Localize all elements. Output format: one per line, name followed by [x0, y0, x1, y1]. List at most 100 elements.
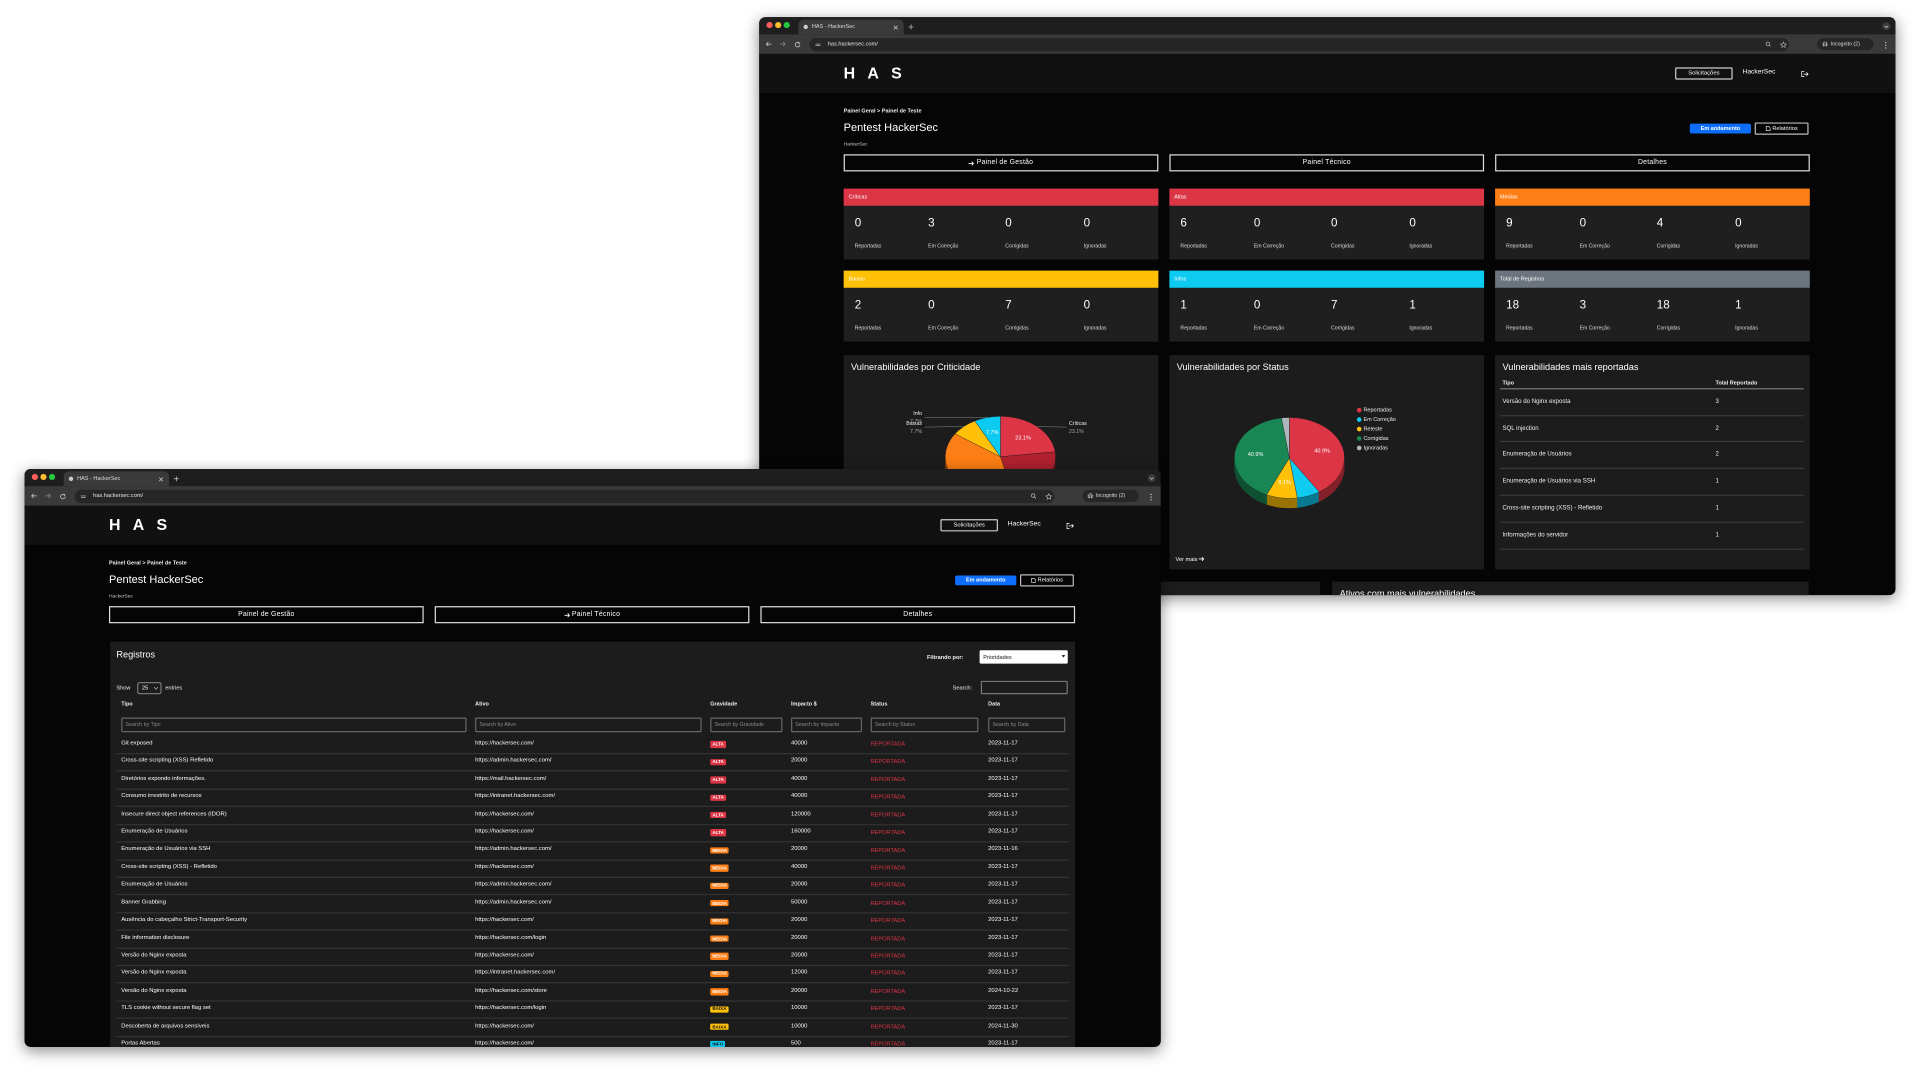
window-control[interactable]: [775, 22, 782, 29]
section-tab[interactable]: Detalhes: [760, 606, 1076, 624]
table-cell: 1: [1715, 504, 1719, 512]
card-stat-label: Ignoradas: [1409, 324, 1433, 331]
column-header[interactable]: Data: [988, 700, 1001, 707]
column-search[interactable]: Search by Status: [870, 717, 979, 732]
card-stat-value: 0: [1083, 216, 1091, 230]
section-tab[interactable]: Painel Técnico: [434, 606, 750, 624]
slice-label: 9.1%: [1278, 480, 1291, 486]
severity-badge-label: ALTA: [712, 759, 724, 765]
browser-tab[interactable]: [63, 471, 169, 487]
forward-button[interactable]: [45, 493, 51, 499]
length-select[interactable]: 25: [137, 682, 162, 694]
back-button[interactable]: [31, 493, 37, 499]
card-stat-label: Reportadas: [854, 242, 882, 249]
severity-badge-label: ALTA: [712, 830, 724, 836]
cell-data: 2024-10-22: [988, 987, 1019, 994]
section-tab[interactable]: Painel de Gestão: [843, 154, 1159, 172]
incognito-pill[interactable]: [1817, 37, 1874, 51]
column-header[interactable]: Gravidade: [710, 700, 738, 707]
browser-menu[interactable]: [1150, 493, 1152, 500]
nav-user[interactable]: HackerSec: [1742, 69, 1776, 77]
filter-select[interactable]: Prioridades: [979, 650, 1068, 664]
legend-label: Ignoradas: [1363, 445, 1388, 451]
cell-tipo: Versão do Nginx exposta: [121, 952, 187, 959]
forward-button[interactable]: [780, 41, 786, 47]
reload-button[interactable]: [60, 493, 66, 499]
severity-badge-label: BAIXA: [712, 1006, 727, 1012]
logout-icon[interactable]: [1066, 522, 1074, 529]
window-control[interactable]: [40, 473, 47, 481]
column-search[interactable]: Search by Ativo: [475, 717, 702, 732]
browser-menu[interactable]: [1884, 41, 1887, 49]
card-stat-label: Corrigidas: [1331, 324, 1355, 331]
bookmark-star[interactable]: [1045, 492, 1053, 500]
reports-button[interactable]: Relatórios: [1020, 574, 1074, 586]
tab-close[interactable]: [158, 476, 164, 481]
severity-badge: INFO: [710, 1041, 726, 1047]
window-control[interactable]: [31, 473, 38, 481]
browser-tab[interactable]: [798, 19, 904, 35]
bookmark-star[interactable]: [1780, 41, 1787, 48]
logout-icon[interactable]: [1801, 70, 1809, 77]
table-cell: Informações do servidor: [1502, 531, 1569, 539]
site-info-part: [815, 43, 821, 46]
section-tab[interactable]: Painel Técnico: [1169, 154, 1485, 172]
cell-data: 2023-11-17: [988, 881, 1018, 889]
back-button[interactable]: [765, 41, 772, 47]
nav-button[interactable]: Solicitações: [1675, 67, 1733, 80]
tab-close[interactable]: [893, 24, 898, 30]
browser-window-dashboard: HAS - HackerSec has.hackersec.com/Incogni…: [759, 17, 1896, 596]
column-search[interactable]: Search by Gravidade: [710, 717, 783, 732]
cell-impacto: 40000: [791, 864, 808, 871]
column-search[interactable]: Search by Impacto: [791, 717, 863, 732]
incognito-pill[interactable]: [1082, 489, 1139, 503]
address-bar[interactable]: [809, 37, 1789, 51]
cell-data: 2023-11-17: [988, 775, 1018, 783]
column-search[interactable]: Search by Tipo: [121, 717, 467, 732]
cell-ativo: https://hackersec.com/: [475, 917, 534, 924]
table-title: Vulnerabilidades mais reportadas: [1502, 361, 1639, 373]
card-stat-value: 1: [1180, 298, 1187, 313]
card-stat-value: 0: [1331, 216, 1338, 230]
reload-button[interactable]: [794, 41, 801, 47]
window-control[interactable]: [766, 22, 773, 29]
column-header[interactable]: Tipo: [121, 700, 133, 707]
cell-tipo: Cross-site scripting (XSS) - Refletido: [121, 864, 217, 871]
severity-badge: ALTA: [710, 741, 726, 748]
reports-button[interactable]: Relatórios: [1754, 122, 1809, 135]
column-header[interactable]: Ativo: [475, 700, 489, 707]
incognito-icon-part: [1822, 44, 1825, 47]
window-control[interactable]: [783, 22, 790, 29]
section-tab[interactable]: Painel de Gestão: [108, 606, 424, 624]
select-caret-part: [1061, 655, 1066, 658]
card-header: [843, 270, 1159, 288]
breadcrumb[interactable]: Painel Geral > Painel de Teste: [108, 559, 187, 566]
zoom-icon[interactable]: [1031, 493, 1037, 499]
nav-button[interactable]: Solicitações: [940, 519, 998, 532]
browser-menu-part: [1885, 46, 1887, 49]
new-tab[interactable]: [908, 24, 914, 30]
cell-status: REPORTADA: [870, 935, 906, 942]
favicon-part: [68, 475, 74, 481]
new-tab[interactable]: [173, 476, 179, 482]
address-bar[interactable]: [74, 489, 1055, 503]
section-tab[interactable]: Detalhes: [1495, 154, 1810, 172]
status-badge: Em andamento: [955, 574, 1017, 586]
column-header[interactable]: Status: [870, 700, 888, 707]
column-header[interactable]: Impacto $: [791, 700, 817, 707]
tab-search[interactable]: [1882, 21, 1891, 30]
breadcrumb[interactable]: Painel Geral > Painel de Teste: [843, 107, 922, 114]
cell-status: REPORTADA: [870, 882, 906, 889]
search-input[interactable]: [980, 680, 1068, 694]
table-cell: 1: [1715, 477, 1719, 486]
tab-search[interactable]: [1147, 473, 1156, 482]
window-control[interactable]: [48, 473, 56, 481]
cell-tipo: Consumo irrestrito de recursos: [121, 793, 202, 800]
zoom-icon[interactable]: [1765, 41, 1771, 47]
see-more-link[interactable]: Ver mais: [1176, 555, 1213, 562]
nav-user[interactable]: HackerSec: [1007, 520, 1041, 529]
column-search[interactable]: Search by Data: [988, 717, 1066, 732]
new-tab-part: [908, 24, 914, 30]
table-rule: [1500, 387, 1804, 389]
cell-tipo: Git exposed: [121, 740, 153, 747]
